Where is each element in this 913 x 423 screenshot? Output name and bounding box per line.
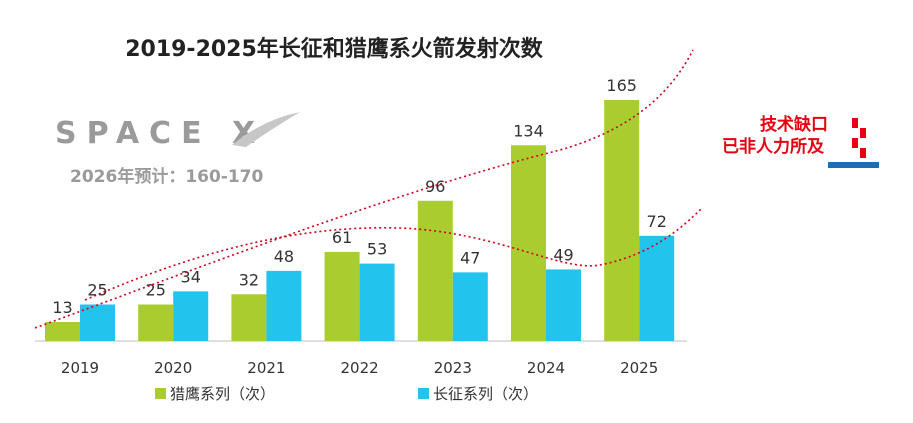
legend-label-longmarch: 长征系列（次） bbox=[433, 385, 538, 403]
ladder-icon bbox=[828, 118, 879, 168]
falcon-value-label-2024: 134 bbox=[513, 121, 544, 140]
x-tick-2024: 2024 bbox=[527, 359, 565, 377]
falcon-bar-2019 bbox=[45, 322, 80, 341]
longmarch-value-label-2021: 48 bbox=[274, 247, 294, 266]
x-tick-2019: 2019 bbox=[61, 359, 99, 377]
chart-title: 2019-2025年长征和猎鹰系火箭发射次数 bbox=[125, 36, 544, 62]
falcon-bar-2020 bbox=[138, 304, 174, 341]
longmarch-value-label-2023: 47 bbox=[460, 248, 480, 267]
longmarch-value-label-2024: 49 bbox=[553, 245, 573, 264]
falcon-bar-2025 bbox=[604, 100, 640, 341]
falcon-bar-2024 bbox=[511, 145, 546, 341]
longmarch-bar-2021 bbox=[266, 270, 302, 341]
falcon-value-label-2021: 32 bbox=[239, 270, 259, 289]
longmarch-bar-2019 bbox=[80, 304, 115, 341]
longmarch-trendline bbox=[84, 207, 703, 301]
x-tick-2022: 2022 bbox=[341, 359, 379, 377]
x-tick-labels-group: 2019 2020 2021 2022 2023 2024 2025 bbox=[61, 359, 658, 377]
logo-swoosh-icon bbox=[232, 112, 300, 147]
falcon-bar-2021 bbox=[231, 294, 267, 341]
note-line-1: 技术缺口 bbox=[760, 114, 828, 135]
bars-group bbox=[45, 100, 675, 341]
spacex-logo: SPACE X bbox=[55, 112, 300, 151]
longmarch-bar-2020 bbox=[173, 291, 209, 341]
falcon-value-label-2020: 25 bbox=[146, 280, 166, 299]
falcon-value-label-2022: 61 bbox=[332, 228, 352, 247]
longmarch-bar-2022 bbox=[359, 263, 395, 341]
x-tick-2021: 2021 bbox=[247, 359, 285, 377]
longmarch-value-label-2025: 72 bbox=[647, 212, 667, 231]
x-tick-2023: 2023 bbox=[434, 359, 472, 377]
longmarch-value-label-2022: 53 bbox=[367, 240, 387, 259]
logo-text: SPACE X bbox=[55, 116, 265, 151]
falcon-value-label-2023: 96 bbox=[425, 177, 445, 196]
longmarch-value-label-2019: 25 bbox=[87, 280, 107, 299]
legend-swatch-falcon bbox=[155, 388, 166, 399]
legend: 猎鹰系列（次） 长征系列（次） bbox=[155, 385, 538, 403]
falcon-bar-2022 bbox=[324, 251, 360, 341]
longmarch-bar-2025 bbox=[639, 235, 675, 341]
x-tick-2025: 2025 bbox=[620, 359, 658, 377]
falcon-value-label-2025: 165 bbox=[606, 76, 637, 95]
legend-label-falcon: 猎鹰系列（次） bbox=[170, 385, 275, 403]
legend-swatch-longmarch bbox=[418, 388, 429, 399]
falcon-trendline bbox=[34, 49, 694, 329]
longmarch-bar-2024 bbox=[546, 269, 581, 341]
falcon-bar-2023 bbox=[417, 200, 453, 341]
forecast-caption: 2026年预计：160-170 bbox=[70, 166, 264, 187]
x-tick-2020: 2020 bbox=[154, 359, 192, 377]
longmarch-bar-2023 bbox=[452, 272, 488, 341]
note-line-2: 已非人力所及 bbox=[722, 136, 825, 157]
falcon-value-label-2019: 13 bbox=[52, 298, 72, 317]
